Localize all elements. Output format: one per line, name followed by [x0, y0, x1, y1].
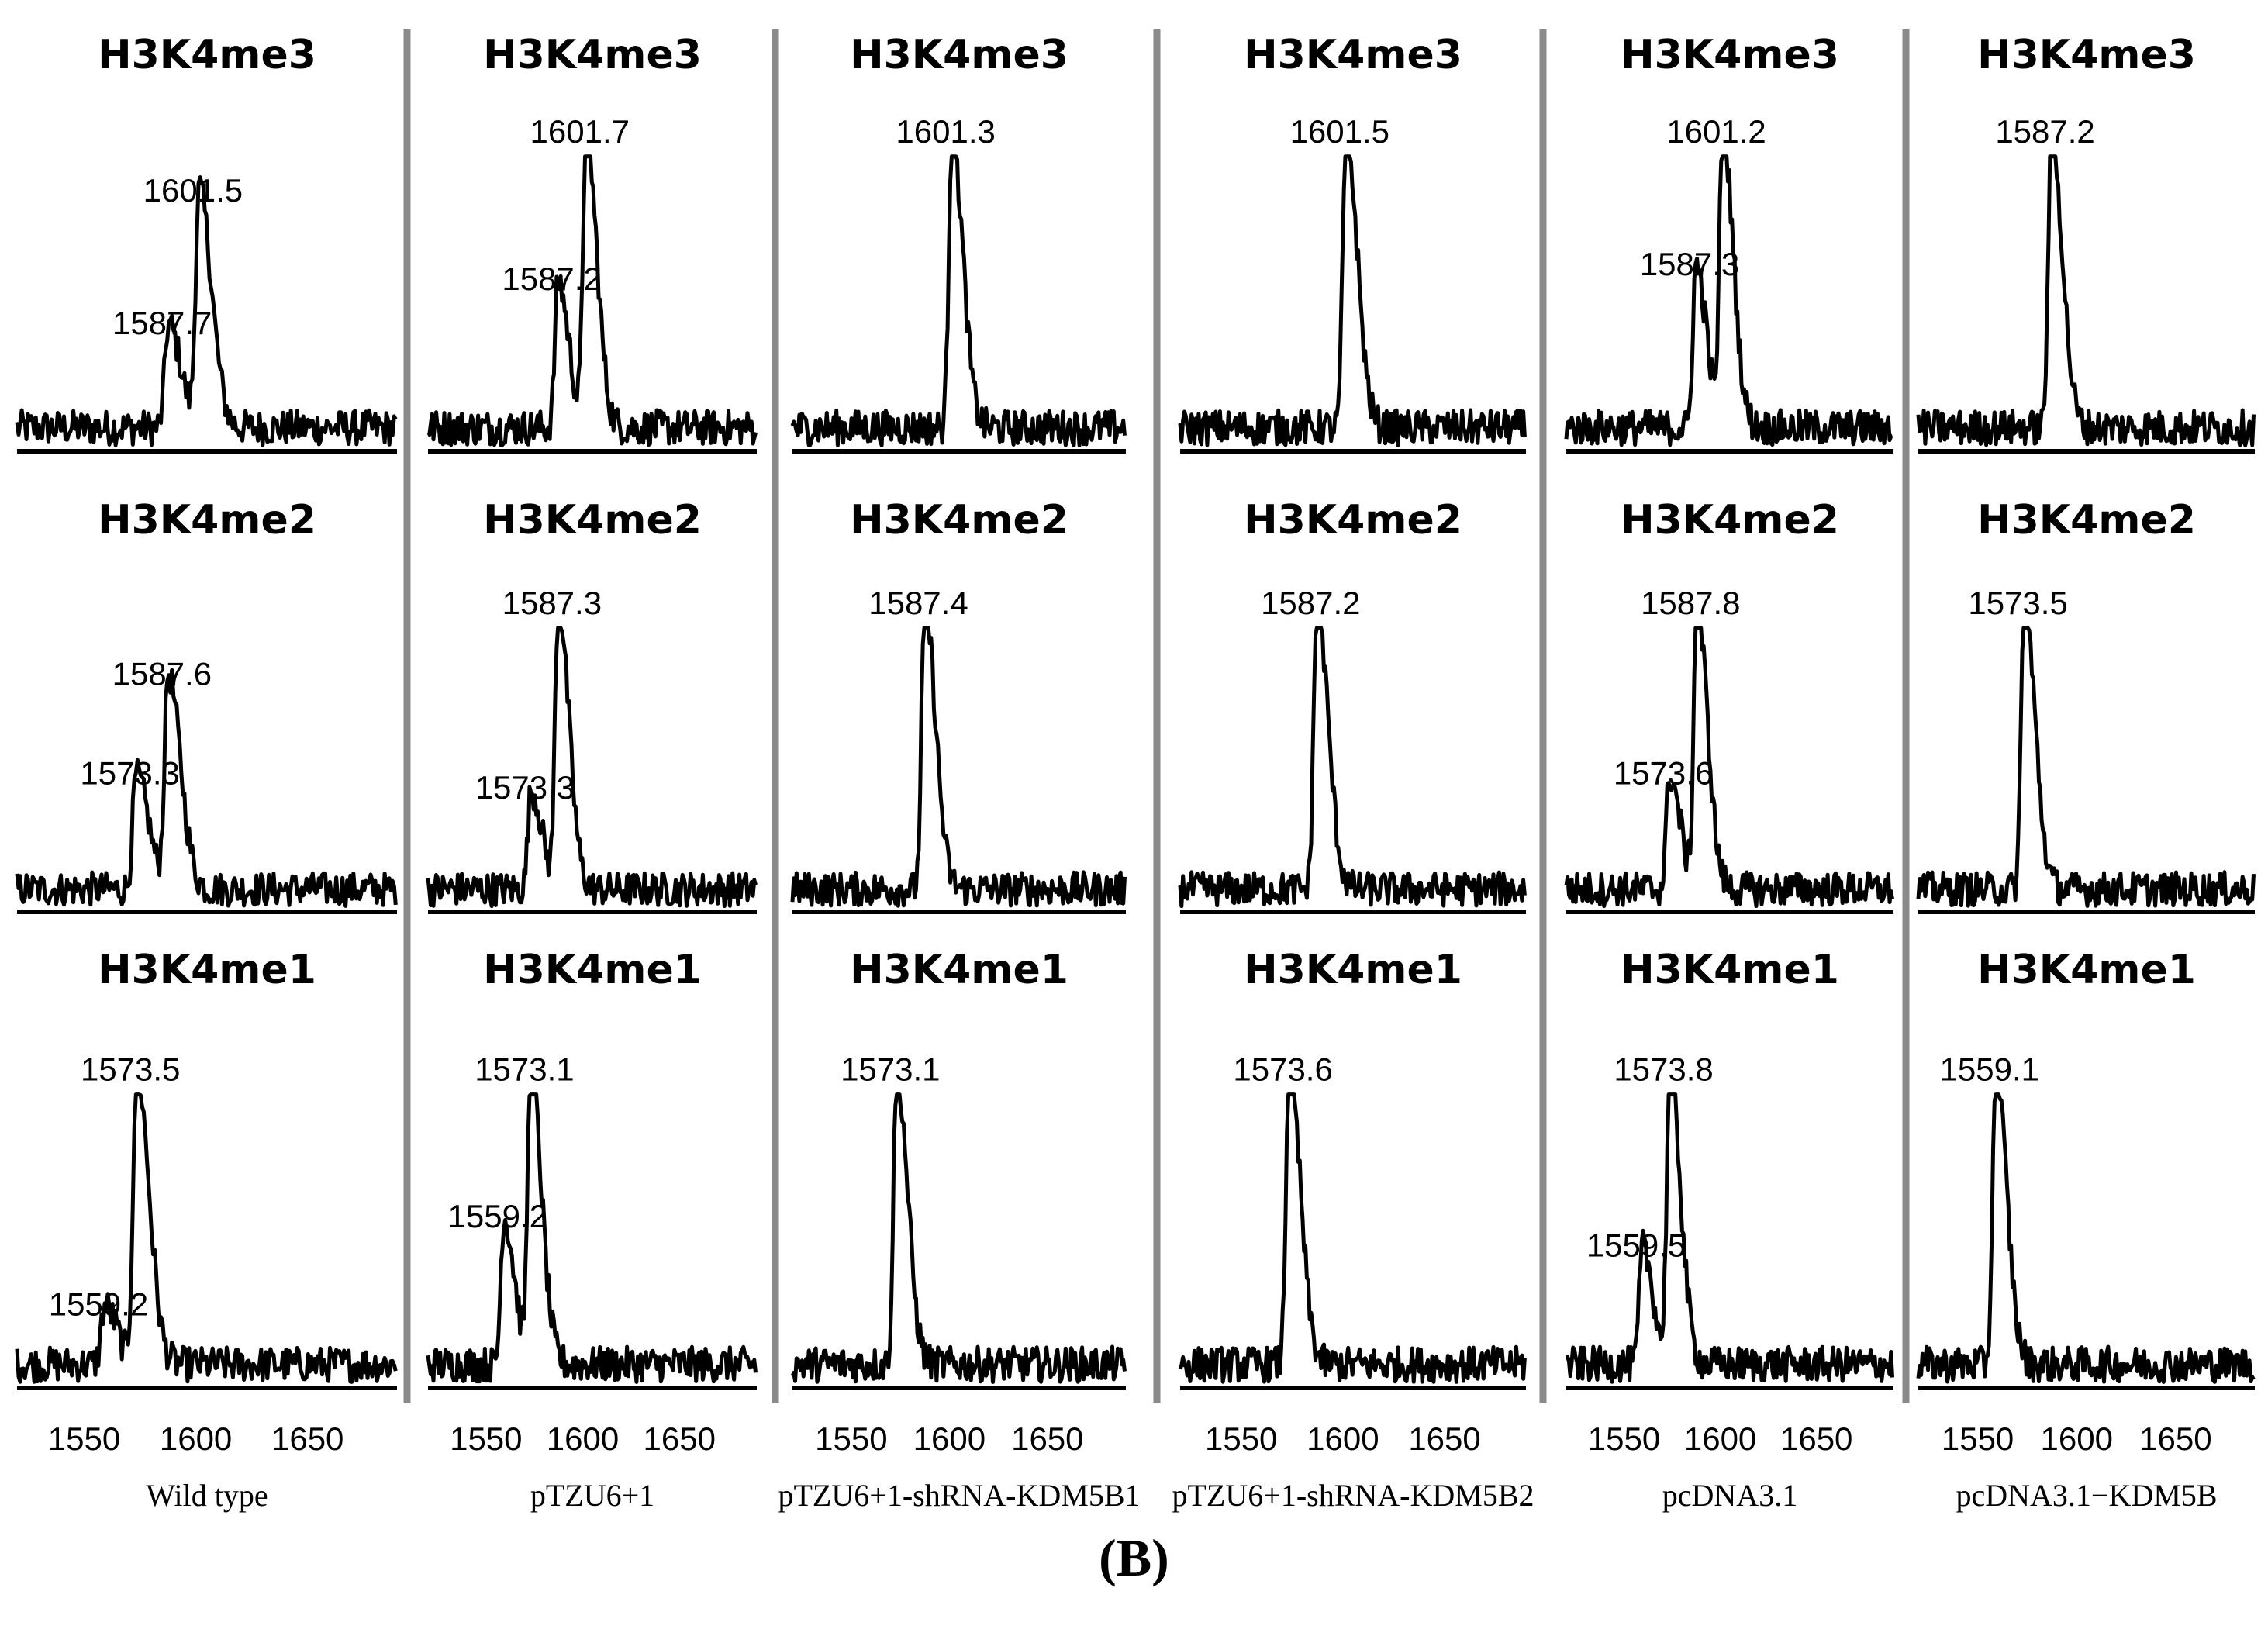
- row-title-h3k4me1: H3K4me1: [1977, 947, 2196, 993]
- row-title-h3k4me1: H3K4me1: [483, 947, 702, 993]
- spectrum-trace: [1916, 626, 2256, 908]
- column-caption: pTZU6+1-shRNA-KDM5B1: [778, 1478, 1141, 1513]
- peak-label: 1573.5: [1968, 585, 2067, 621]
- spectrum-trace: [426, 1092, 758, 1384]
- row-title-h3k4me1: H3K4me1: [98, 947, 316, 993]
- x-tick-label: 1600: [1307, 1420, 1379, 1457]
- spectrum-trace: [1566, 1092, 1894, 1384]
- peak-label: 1587.3: [502, 585, 602, 621]
- column-caption: pTZU6+1: [530, 1478, 654, 1513]
- peak-label: 1573.8: [1614, 1051, 1713, 1088]
- row-title-h3k4me2: H3K4me2: [1621, 497, 1839, 544]
- column-caption: pTZU6+1-shRNA-KDM5B2: [1172, 1478, 1534, 1513]
- row-title-h3k4me3: H3K4me3: [850, 32, 1068, 78]
- spectrum-trace: [1178, 1092, 1527, 1384]
- peak-label: 1573.3: [475, 769, 575, 806]
- row-title-h3k4me1: H3K4me1: [850, 947, 1068, 993]
- spectrum-trace: [1564, 154, 1893, 447]
- peak-label: 1587.8: [1641, 585, 1740, 621]
- x-tick-label: 1550: [48, 1420, 120, 1457]
- spectrum-trace: [1178, 626, 1527, 909]
- peak-label: 1601.5: [1290, 113, 1389, 150]
- x-tick-label: 1650: [271, 1420, 343, 1457]
- spectrum-trace: [1916, 154, 2256, 447]
- spectrum-trace: [15, 175, 398, 447]
- row-title-h3k4me2: H3K4me2: [483, 497, 702, 544]
- row-title-h3k4me3: H3K4me3: [1244, 32, 1462, 78]
- x-tick-label: 1650: [1408, 1420, 1480, 1457]
- spectrum-trace: [790, 626, 1127, 908]
- x-tick-label: 1600: [1684, 1420, 1756, 1457]
- x-tick-label: 1550: [1942, 1420, 2014, 1457]
- x-tick-label: 1650: [1780, 1420, 1852, 1457]
- spectrum-trace: [790, 1092, 1127, 1384]
- peak-label: 1587.2: [502, 261, 601, 297]
- x-tick-label: 1600: [160, 1420, 232, 1457]
- x-tick-label: 1550: [1205, 1420, 1277, 1457]
- x-tick-label: 1550: [1588, 1420, 1660, 1457]
- row-title-h3k4me3: H3K4me3: [98, 32, 316, 78]
- column-caption: Wild type: [146, 1478, 268, 1513]
- spectrum-trace: [1178, 154, 1527, 447]
- x-tick-label: 1600: [2041, 1420, 2113, 1457]
- row-title-h3k4me3: H3K4me3: [483, 32, 702, 78]
- peak-label: 1587.6: [112, 655, 212, 692]
- peak-label: 1559.5: [1586, 1227, 1686, 1264]
- column-caption: pcDNA3.1−KDM5B: [1956, 1478, 2218, 1513]
- spectrum-trace: [15, 1092, 398, 1384]
- spectrum-trace: [15, 668, 398, 908]
- row-title-h3k4me2: H3K4me2: [1977, 497, 2196, 544]
- x-tick-label: 1650: [644, 1420, 716, 1457]
- peak-label: 1587.2: [1261, 585, 1360, 621]
- peak-label: 1559.2: [448, 1198, 547, 1234]
- peak-label: 1559.1: [1940, 1051, 2039, 1088]
- spectrum-trace: [1564, 626, 1894, 908]
- x-tick-label: 1650: [1011, 1420, 1083, 1457]
- peak-label: 1573.3: [80, 755, 179, 792]
- spectrum-trace: [426, 154, 758, 447]
- peak-label: 1587.3: [1640, 246, 1739, 282]
- peak-label: 1573.5: [81, 1051, 180, 1088]
- peak-label: 1559.2: [49, 1286, 148, 1322]
- spectrum-trace: [790, 154, 1127, 447]
- row-title-h3k4me2: H3K4me2: [1244, 497, 1462, 544]
- column-caption: pcDNA3.1: [1662, 1478, 1797, 1513]
- peak-label: 1587.7: [112, 305, 212, 341]
- peak-label: 1573.1: [841, 1051, 940, 1088]
- spectrum-trace: [1916, 1092, 2256, 1384]
- spectrum-trace: [426, 626, 758, 909]
- x-tick-label: 1600: [913, 1420, 986, 1457]
- x-tick-label: 1550: [815, 1420, 887, 1457]
- peak-label: 1601.7: [530, 113, 630, 150]
- peak-label: 1587.4: [868, 585, 968, 621]
- row-title-h3k4me2: H3K4me2: [98, 497, 316, 544]
- panel-tag: (B): [1099, 1528, 1169, 1587]
- x-tick-label: 1650: [2139, 1420, 2211, 1457]
- x-tick-label: 1550: [450, 1420, 522, 1457]
- x-tick-label: 1600: [547, 1420, 619, 1457]
- row-title-h3k4me3: H3K4me3: [1977, 32, 2196, 78]
- row-title-h3k4me3: H3K4me3: [1621, 32, 1839, 78]
- row-title-h3k4me1: H3K4me1: [1244, 947, 1462, 993]
- peak-label: 1587.2: [1995, 113, 2094, 150]
- peak-label: 1573.1: [475, 1051, 574, 1088]
- peak-label: 1601.5: [143, 172, 243, 209]
- row-title-h3k4me2: H3K4me2: [850, 497, 1068, 544]
- row-title-h3k4me1: H3K4me1: [1621, 947, 1839, 993]
- peak-label: 1601.2: [1666, 113, 1766, 150]
- peak-label: 1573.6: [1614, 755, 1713, 792]
- peak-label: 1573.6: [1233, 1051, 1332, 1088]
- peak-label: 1601.3: [896, 113, 995, 150]
